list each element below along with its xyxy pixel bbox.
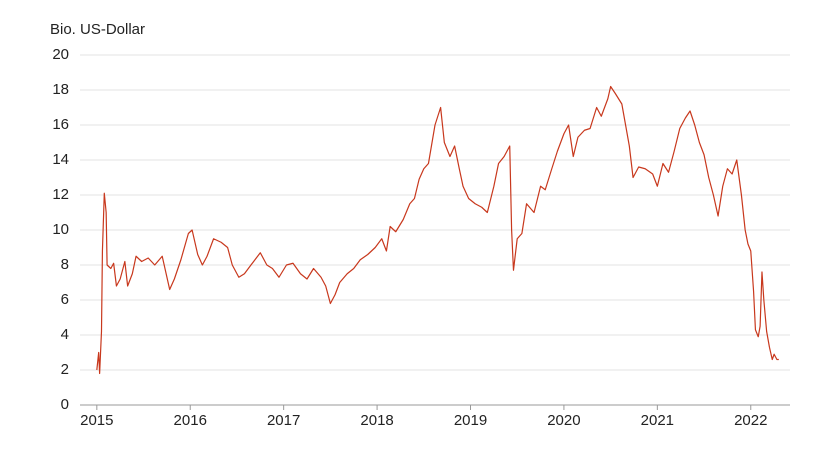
x-tick-label: 2017 xyxy=(267,412,300,429)
x-tick-label: 2020 xyxy=(547,412,580,429)
x-tick-label: 2018 xyxy=(360,412,393,429)
y-axis-label: Bio. US-Dollar xyxy=(50,21,145,38)
y-tick-label: 6 xyxy=(61,291,69,308)
y-tick-label: 12 xyxy=(52,186,69,203)
y-tick-label: 14 xyxy=(52,151,69,168)
x-tick-label: 2015 xyxy=(80,412,113,429)
y-tick-label: 10 xyxy=(52,221,69,238)
y-tick-label: 0 xyxy=(61,396,69,413)
x-tick-label: 2021 xyxy=(641,412,674,429)
x-tick-label: 2016 xyxy=(174,412,207,429)
x-tick-label: 2022 xyxy=(734,412,767,429)
y-tick-label: 2 xyxy=(61,361,69,378)
y-tick-label: 18 xyxy=(52,81,69,98)
y-tick-label: 16 xyxy=(52,116,69,133)
y-tick-label: 20 xyxy=(52,46,69,63)
data-line xyxy=(96,85,779,375)
y-tick-label: 4 xyxy=(61,326,69,343)
x-tick-label: 2019 xyxy=(454,412,487,429)
y-tick-label: 8 xyxy=(61,256,69,273)
